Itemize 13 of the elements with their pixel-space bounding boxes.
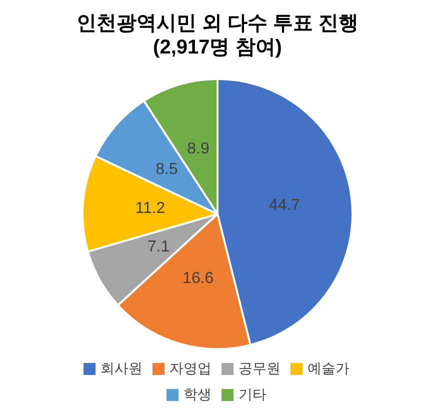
data-label: 44.7 — [268, 197, 300, 214]
legend-label: 공무원 — [238, 360, 280, 376]
legend-label: 기타 — [238, 386, 266, 402]
data-label: 8.9 — [187, 140, 210, 158]
legend-label: 회사원 — [100, 360, 142, 376]
legend-label: 학생 — [184, 386, 212, 402]
legend-label: 자영업 — [170, 360, 212, 376]
data-label: 11.2 — [135, 200, 166, 217]
data-label: 7.1 — [148, 238, 170, 256]
chart-title: 인천광역시민 외 다수 투표 진행 (2,917명 참여) — [76, 12, 359, 59]
data-label: 8.5 — [156, 160, 178, 178]
data-label: 16.6 — [182, 270, 214, 288]
legend-label: 예술가 — [308, 360, 350, 376]
